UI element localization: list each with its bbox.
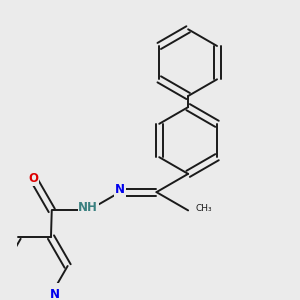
Text: NH: NH (78, 201, 98, 214)
Text: N: N (50, 288, 60, 300)
Text: N: N (115, 183, 125, 196)
Text: CH₃: CH₃ (195, 204, 212, 213)
Text: O: O (28, 172, 38, 185)
